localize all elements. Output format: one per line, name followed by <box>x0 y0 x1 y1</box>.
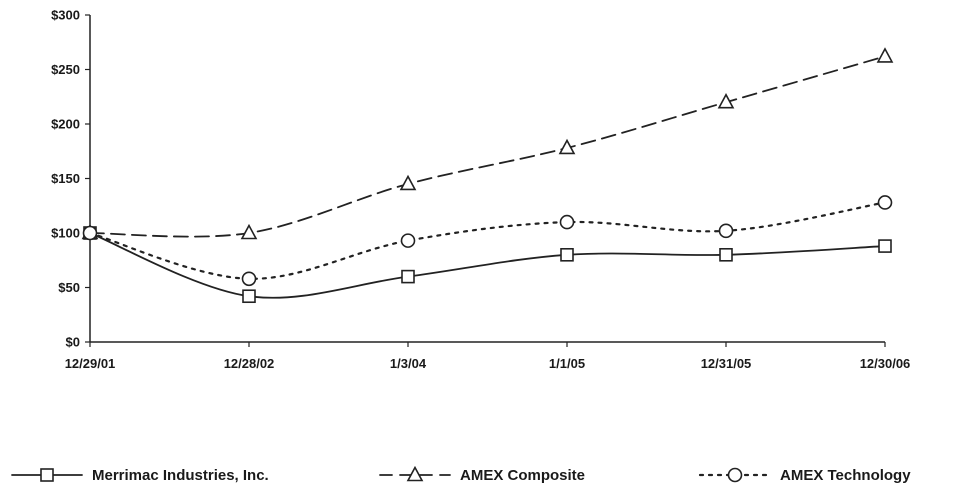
data-point-circle <box>241 271 257 287</box>
y-tick-label: $0 <box>66 335 80 350</box>
y-tick-label: $300 <box>51 8 80 23</box>
x-tick-label: 1/3/04 <box>390 356 427 371</box>
data-point-square <box>242 289 256 304</box>
data-point-triangle <box>399 174 417 191</box>
data-point-circle <box>559 214 575 230</box>
legend: Merrimac Industries, Inc. AMEX Composite A… <box>11 465 911 484</box>
data-point-square <box>560 248 574 262</box>
data-point-circle <box>82 225 98 241</box>
data-point-triangle <box>876 47 894 63</box>
y-tick-label: $200 <box>51 117 80 132</box>
data-point-triangle <box>406 465 424 482</box>
y-tick-label: $150 <box>51 171 80 186</box>
data-point-triangle <box>717 93 735 109</box>
data-point-circle <box>727 467 743 483</box>
y-tick-label: $100 <box>51 226 80 241</box>
series-square <box>83 226 892 304</box>
x-tick-label: 12/31/05 <box>701 356 752 371</box>
y-tick-label: $50 <box>58 280 80 295</box>
legend-label: AMEX Technology <box>780 467 911 484</box>
x-tick-label: 1/1/05 <box>549 356 585 371</box>
legend-label: Merrimac Industries, Inc. <box>92 467 269 484</box>
data-point-circle <box>718 223 734 239</box>
data-point-triangle <box>558 138 576 155</box>
data-point-square <box>878 239 892 253</box>
series-layer <box>81 47 894 304</box>
data-point-square <box>401 269 415 284</box>
data-point-triangle <box>240 223 258 240</box>
data-point-circle <box>877 195 893 210</box>
axes: $0 $50 $100 $150 $200 $250 $300 12/29/01 12/28/0… <box>51 8 910 372</box>
y-tick-label: $250 <box>51 62 80 77</box>
legend-label: AMEX Composite <box>460 467 585 484</box>
data-point-square <box>40 468 54 482</box>
x-tick-label: 12/29/01 <box>65 356 116 371</box>
legend-item: AMEX Composite <box>379 465 585 484</box>
series-line <box>88 201 887 280</box>
legend-item: Merrimac Industries, Inc. <box>11 467 269 484</box>
data-point-square <box>719 248 733 262</box>
x-tick-label: 12/28/02 <box>224 356 275 371</box>
series-line <box>89 232 886 299</box>
series-circle <box>82 195 893 287</box>
data-point-circle <box>400 233 416 248</box>
series-line <box>89 55 886 238</box>
legend-item: AMEX Technology <box>698 467 911 484</box>
series-triangle <box>81 47 894 240</box>
x-tick-label: 12/30/06 <box>860 356 911 371</box>
